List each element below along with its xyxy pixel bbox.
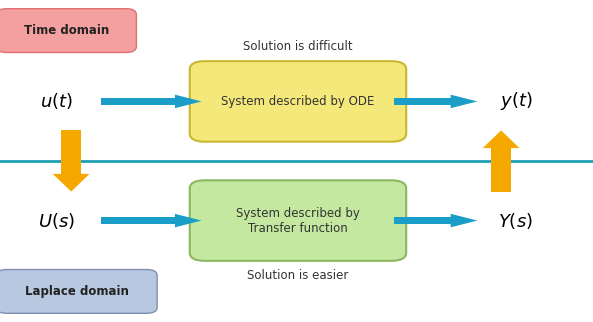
Polygon shape [491, 148, 511, 192]
Polygon shape [101, 217, 175, 224]
Text: System described by ODE: System described by ODE [221, 95, 375, 108]
Polygon shape [483, 130, 519, 148]
Polygon shape [175, 95, 202, 108]
Polygon shape [53, 174, 90, 192]
Text: $u(t)$: $u(t)$ [40, 91, 73, 111]
Text: Solution is difficult: Solution is difficult [243, 40, 353, 53]
Polygon shape [451, 95, 477, 108]
Text: Solution is easier: Solution is easier [247, 269, 349, 282]
Polygon shape [451, 214, 477, 227]
Text: System described by
Transfer function: System described by Transfer function [236, 207, 360, 234]
Text: $U(s)$: $U(s)$ [38, 211, 75, 231]
Polygon shape [101, 98, 175, 105]
Text: Laplace domain: Laplace domain [24, 285, 129, 298]
Polygon shape [175, 214, 202, 227]
FancyBboxPatch shape [0, 270, 157, 313]
FancyBboxPatch shape [0, 9, 136, 52]
Text: Time domain: Time domain [24, 24, 109, 37]
Polygon shape [394, 217, 451, 224]
FancyBboxPatch shape [190, 61, 406, 142]
Polygon shape [394, 98, 451, 105]
Polygon shape [61, 130, 81, 174]
Text: $Y(s)$: $Y(s)$ [499, 211, 533, 231]
FancyBboxPatch shape [190, 180, 406, 261]
Text: $y(t)$: $y(t)$ [499, 90, 533, 112]
